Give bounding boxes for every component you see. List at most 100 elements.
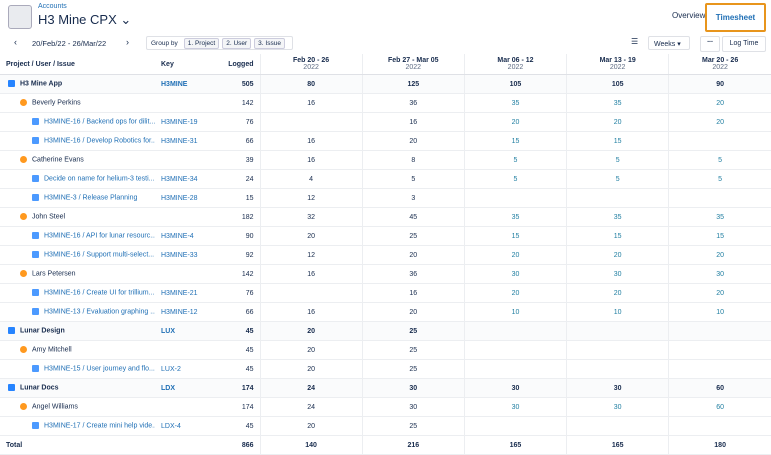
week-header: Mar 20 - 26 2022 [668, 54, 771, 75]
row-issue: H3MINE-16 / Support multi-select... H3MIN… [0, 245, 771, 265]
logged: 142 [215, 264, 260, 284]
tab-active[interactable]: Timesheet [705, 3, 766, 32]
name[interactable]: H3MINE-15 / User journey and flo... [44, 365, 155, 373]
timesheet: Project / User / Issue Key Logged Feb 20… [0, 54, 771, 455]
key[interactable]: H3MINE-21 [161, 289, 198, 297]
name[interactable]: H3MINE-16 / Create UI for trillium... [44, 289, 155, 297]
week-cell [566, 340, 669, 360]
name[interactable]: H3MINE-17 / Create mini help vide... [44, 422, 155, 430]
key-cell [155, 207, 215, 227]
prev[interactable]: ‹ [14, 37, 17, 47]
row-issue: H3MINE-16 / API for lunar resourc... H3MI… [0, 226, 771, 246]
name-cell: H3MINE-3 / Release Planning [0, 188, 155, 208]
period-select[interactable]: Weeks ▾ [648, 36, 690, 50]
name[interactable]: H3MINE-13 / Evaluation graphing ... [44, 308, 155, 316]
week-cell: 3 [361, 188, 465, 208]
key[interactable]: LDX [161, 384, 175, 392]
group-by-label: Group by [151, 39, 178, 47]
week-cell: 16 [259, 93, 363, 113]
logged: 174 [215, 378, 260, 398]
col-header[interactable]: Key [155, 54, 215, 75]
key[interactable]: H3MINE-34 [161, 175, 198, 183]
week-cell: 10 [463, 302, 567, 322]
row-issue: H3MINE-17 / Create mini help vide... LDX-… [0, 416, 771, 436]
name: Lars Petersen [32, 270, 76, 278]
key[interactable]: LDX-4 [161, 422, 181, 430]
week-cell: 30 [566, 264, 669, 284]
week-cell: 10 [668, 302, 771, 322]
week-header: Feb 27 - Mar 05 2022 [361, 54, 465, 75]
icon [32, 308, 39, 316]
week-cell: 25 [361, 321, 465, 341]
key[interactable]: H3MINE-28 [161, 194, 198, 202]
name-cell: Angel Williams [0, 397, 155, 417]
week-cell: 20 [463, 283, 567, 303]
more[interactable]: ... [700, 36, 720, 52]
icon [8, 327, 15, 335]
week-cell: 16 [259, 150, 363, 170]
key[interactable]: H3MINE-12 [161, 308, 198, 316]
col-header[interactable]: Project / User / Issue [0, 54, 155, 75]
icon [20, 270, 27, 278]
key[interactable]: H3MINE-4 [161, 232, 194, 240]
logged: 45 [215, 340, 260, 360]
key[interactable]: LUX [161, 327, 175, 335]
week-cell [463, 359, 567, 379]
week-header: Mar 06 - 12 2022 [463, 54, 567, 75]
group-by: Group by 1. Project 2. User 3. Issue [146, 36, 293, 50]
week-cell: 20 [463, 245, 567, 265]
date-range[interactable]: 20/Feb/22 - 26/Mar/22 [32, 39, 107, 48]
week-cell: 36 [361, 93, 465, 113]
name[interactable]: H3MINE-16 / Support multi-select... [44, 251, 155, 259]
name[interactable]: H3MINE-16 / Develop Robotics for... [44, 137, 155, 145]
name[interactable]: H3MINE-3 / Release Planning [44, 194, 138, 202]
key[interactable]: H3MINE [161, 80, 188, 88]
week-cell: 30 [566, 378, 669, 398]
tab[interactable]: Overview [672, 11, 706, 20]
log-time[interactable]: Log Time [722, 36, 766, 52]
chip[interactable]: 2. User [222, 37, 252, 49]
key-cell: LDX [155, 378, 215, 398]
week-range: Mar 20 - 26 [702, 57, 739, 64]
breadcrumb[interactable]: Accounts [38, 3, 67, 10]
name-cell: John Steel [0, 207, 155, 227]
logged: 24 [215, 169, 260, 189]
row-issue: H3MINE-13 / Evaluation graphing ... H3MIN… [0, 302, 771, 322]
name[interactable]: H3MINE-16 / API for lunar resourc... [44, 232, 155, 240]
logged: 76 [215, 283, 260, 303]
week-cell: 30 [463, 397, 567, 417]
name: John Steel [32, 213, 66, 221]
chip[interactable]: 3. Issue [254, 37, 285, 49]
key[interactable]: H3MINE-31 [161, 137, 198, 145]
key[interactable]: H3MINE-19 [161, 118, 198, 126]
name-cell: H3MINE-16 / Support multi-select... [0, 245, 155, 265]
week-range: Mar 06 - 12 [497, 57, 534, 64]
key[interactable]: LUX-2 [161, 365, 181, 373]
icon [32, 365, 39, 373]
week-cell: 20 [361, 131, 465, 151]
key-cell: H3MINE-12 [155, 302, 215, 322]
week-cell [463, 188, 567, 208]
key[interactable]: H3MINE-33 [161, 251, 198, 259]
week-cell: 30 [668, 264, 771, 284]
name: Angel Williams [32, 403, 78, 411]
week-cell: 20 [259, 226, 363, 246]
week-cell: 10 [566, 302, 669, 322]
icon [32, 194, 39, 202]
col-header[interactable]: Logged [215, 54, 260, 75]
week-cell [259, 112, 363, 132]
row-project: Lunar Docs LDX 174 24 30 30 30 60 [0, 378, 771, 398]
name-cell: H3MINE-17 / Create mini help vide... [0, 416, 155, 436]
name[interactable]: Decide on name for helium-3 testi... [44, 175, 155, 183]
week-cell: 16 [361, 283, 465, 303]
week-cell: 35 [566, 93, 669, 113]
view-icon[interactable]: ☰ [631, 37, 639, 46]
name[interactable]: H3MINE-16 / Backend ops for dilit... [44, 118, 155, 126]
next[interactable]: › [126, 37, 129, 47]
page-title[interactable]: H3 Mine CPX ⌄ [38, 12, 132, 27]
chip[interactable]: 1. Project [183, 37, 220, 49]
week-cell: 5 [668, 150, 771, 170]
row-user: Lars Petersen 142 16 36 30 30 30 [0, 264, 771, 284]
week-cell [566, 416, 669, 436]
week-range: Mar 13 - 19 [599, 57, 636, 64]
